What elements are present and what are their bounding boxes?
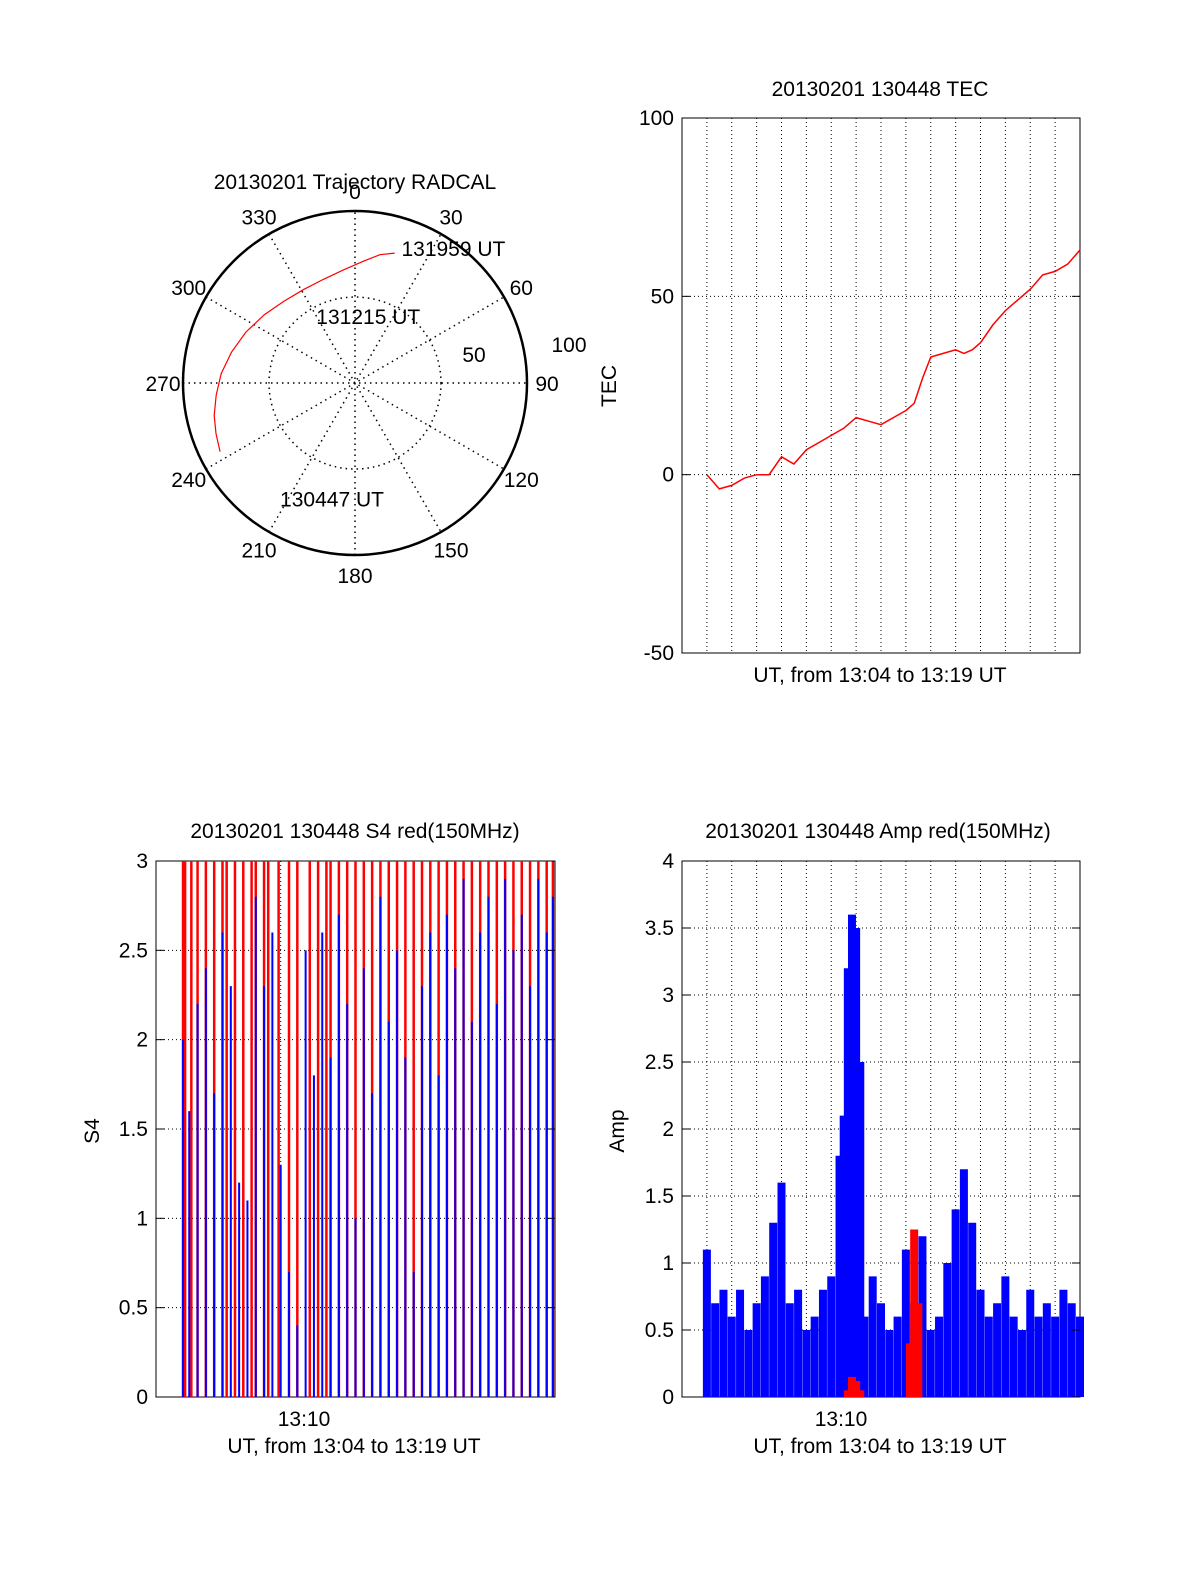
s4-panel: 20130201 130448 S4 red(150MHz) 0 0.5 1 1.5 2… [81, 820, 556, 1458]
polar-trajectory [213, 252, 395, 452]
tec-x-axis-label: UT, from 13:04 to 13:19 UT [753, 664, 1006, 687]
y-tick-label: -50 [644, 642, 674, 665]
s4-x-axis-label: UT, from 13:04 to 13:19 UT [227, 1435, 480, 1458]
y-tick-label: 0.5 [645, 1319, 674, 1342]
polar-angle-label-300: 300 [171, 277, 206, 300]
tec-line [706, 249, 1081, 490]
polar-trajectory-line [213, 252, 395, 452]
y-tick-label: 50 [651, 285, 674, 308]
y-tick-label: 1.5 [645, 1185, 674, 1208]
y-tick-label: 3 [136, 850, 148, 873]
amp-y-axis-label: Amp [606, 1109, 629, 1152]
y-tick-label: 100 [639, 107, 674, 130]
tec-y-axis-label: TEC [598, 365, 621, 407]
polar-angle-label-90: 90 [535, 373, 558, 396]
polar-outer-circle [181, 209, 529, 557]
polar-title: 20130201 Trajectory RADCAL [214, 171, 497, 194]
polar-angle-labels: 0 30 60 90 120 150 180 210 240 270 300 330 [145, 181, 558, 588]
polar-angle-label-270: 270 [145, 373, 180, 396]
amp-title: 20130201 130448 Amp red(150MHz) [705, 820, 1051, 843]
amp-panel: 20130201 130448 Amp red(150MHz) 0 0.5 1 1.5… [606, 820, 1084, 1458]
y-tick-label: 0 [662, 1386, 674, 1409]
s4-y-ticks: 0 0.5 1 1.5 2 2.5 3 [119, 850, 555, 1409]
tec-series [706, 249, 1081, 490]
polar-time-label: 131959 UT [401, 238, 505, 261]
polar-angle-label-150: 150 [433, 539, 468, 562]
y-tick-label: 2 [662, 1118, 674, 1141]
y-tick-label: 0 [662, 464, 674, 487]
s4-title: 20130201 130448 S4 red(150MHz) [190, 820, 519, 843]
y-tick-label: 4 [662, 850, 674, 873]
y-tick-label: 0.5 [119, 1297, 148, 1320]
amp-x-tick-label: 13:10 [815, 1408, 868, 1431]
polar-angle-label-210: 210 [241, 539, 276, 562]
polar-radius-label-50: 50 [462, 344, 485, 367]
y-tick-label: 3.5 [645, 917, 674, 940]
tec-title: 20130201 130448 TEC [772, 78, 989, 101]
polar-angle-label-120: 120 [504, 469, 539, 492]
polar-angle-label-0: 0 [349, 181, 361, 204]
polar-radius-label-100: 100 [551, 334, 586, 357]
polar-panel: 20130201 Trajectory RADCAL 0 30 60 90 120 150… [145, 171, 586, 588]
y-tick-label: 1 [662, 1252, 674, 1275]
y-tick-label: 1 [136, 1207, 148, 1230]
y-tick-label: 2.5 [645, 1051, 674, 1074]
polar-angle-label-330: 330 [241, 207, 276, 230]
polar-angle-label-30: 30 [439, 207, 462, 230]
y-tick-label: 1.5 [119, 1118, 148, 1141]
amp-bars [702, 914, 1084, 1397]
amp-y-ticks: 0 0.5 1 1.5 2 2.5 3 3.5 4 [645, 850, 1080, 1409]
y-tick-label: 2 [136, 1029, 148, 1052]
y-tick-label: 0 [136, 1386, 148, 1409]
polar-time-label: 131215 UT [316, 306, 420, 329]
polar-grid-circle-50 [268, 296, 442, 470]
y-tick-label: 3 [662, 984, 674, 1007]
polar-grid-spoke-150 [268, 233, 442, 533]
polar-time-label: 130447 UT [280, 488, 384, 511]
polar-angle-label-60: 60 [510, 277, 533, 300]
polar-angle-label-240: 240 [171, 469, 206, 492]
polar-annotations: 131959 UT 131215 UT 130447 UT [280, 238, 505, 511]
polar-angle-label-180: 180 [337, 565, 372, 588]
amp-x-axis-label: UT, from 13:04 to 13:19 UT [753, 1435, 1006, 1458]
tec-panel: 20130201 130448 TEC -50 0 50 100 TEC UT, fr… [598, 78, 1081, 687]
tec-grid [682, 117, 1080, 654]
tec-y-ticks: -50 0 50 100 [639, 107, 1080, 665]
s4-x-tick-label: 13:10 [278, 1408, 331, 1431]
s4-y-axis-label: S4 [81, 1118, 104, 1144]
y-tick-label: 2.5 [119, 939, 148, 962]
s4-bars [181, 861, 555, 1397]
